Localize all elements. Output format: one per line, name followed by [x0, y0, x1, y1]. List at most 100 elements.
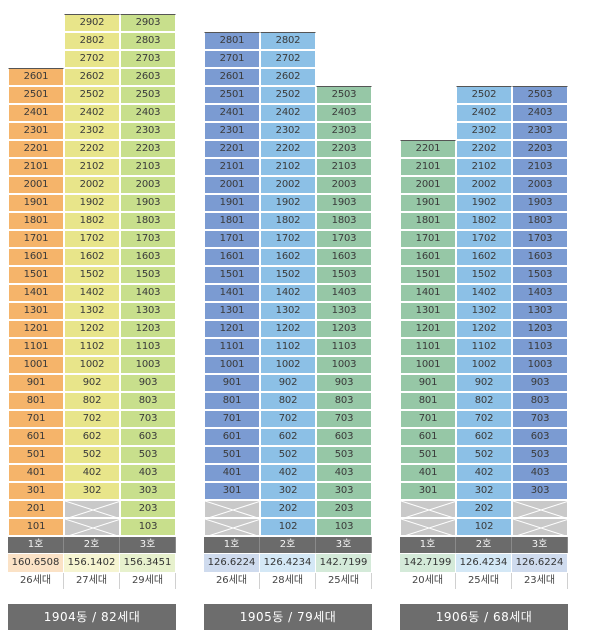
unit-cell: 1701 [8, 230, 64, 248]
ho-label: 2호 [260, 537, 316, 553]
unit-cell: 1502 [456, 266, 512, 284]
unit-cell: 1202 [456, 320, 512, 338]
cross-mark-icon [65, 519, 121, 537]
unit-cell: 102 [260, 518, 316, 536]
unit-cell: 101 [8, 518, 64, 536]
unit-cell: 303 [512, 482, 568, 500]
unit-cell: 1302 [64, 302, 120, 320]
unit-count: 28세대 [260, 573, 316, 589]
unit-cell: 603 [512, 428, 568, 446]
unit-cell: 802 [260, 392, 316, 410]
unit-cell: 2401 [204, 104, 260, 122]
unit-cell: 1201 [8, 320, 64, 338]
unit-cell: 2903 [120, 14, 176, 32]
unit-cell: 2102 [456, 158, 512, 176]
unit-cell: 402 [260, 464, 316, 482]
unit-cell: 703 [512, 410, 568, 428]
unit-cell: 1501 [8, 266, 64, 284]
area-value: 142.7199 [316, 554, 372, 572]
unit-cell: 1602 [260, 248, 316, 266]
unit-cell: 1801 [400, 212, 456, 230]
unit-cell: 202 [260, 500, 316, 518]
unit-cell: 2501 [204, 86, 260, 104]
unit-cell: 1602 [456, 248, 512, 266]
empty-unit [512, 518, 569, 537]
unit-cell: 2403 [512, 104, 568, 122]
unit-cell: 2503 [120, 86, 176, 104]
building-1904-footer: 1904동 / 82세대 [8, 604, 176, 630]
unit-cell: 1003 [316, 356, 372, 374]
unit-cell: 2702 [64, 50, 120, 68]
unit-cell: 1803 [120, 212, 176, 230]
unit-cell: 303 [120, 482, 176, 500]
area-value: 126.6224 [204, 554, 260, 572]
unit-cell: 602 [260, 428, 316, 446]
unit-cell: 1702 [456, 230, 512, 248]
unit-cell: 1001 [8, 356, 64, 374]
cross-mark-icon [65, 501, 121, 519]
unit-cell: 1901 [8, 194, 64, 212]
unit-cell: 1101 [204, 338, 260, 356]
empty-unit [400, 500, 457, 519]
unit-cell: 2802 [64, 32, 120, 50]
unit-cell: 1002 [456, 356, 512, 374]
unit-cell: 2302 [260, 122, 316, 140]
unit-cell: 603 [120, 428, 176, 446]
unit-cell: 2302 [64, 122, 120, 140]
area-value: 160.6508 [8, 554, 64, 572]
unit-cell: 803 [512, 392, 568, 410]
unit-cell: 1803 [512, 212, 568, 230]
unit-cell: 1802 [260, 212, 316, 230]
unit-cell: 2103 [120, 158, 176, 176]
unit-cell: 1601 [8, 248, 64, 266]
unit-cell: 2402 [260, 104, 316, 122]
unit-cell: 1803 [316, 212, 372, 230]
unit-cell: 402 [456, 464, 512, 482]
unit-cell: 901 [8, 374, 64, 392]
unit-cell: 2002 [260, 176, 316, 194]
unit-cell: 902 [260, 374, 316, 392]
area-value: 156.1402 [64, 554, 120, 572]
unit-cell: 1902 [64, 194, 120, 212]
unit-cell: 901 [400, 374, 456, 392]
unit-cell: 603 [316, 428, 372, 446]
unit-cell: 401 [204, 464, 260, 482]
unit-cell: 2402 [456, 104, 512, 122]
unit-cell: 1701 [204, 230, 260, 248]
unit-cell: 1602 [64, 248, 120, 266]
unit-cell: 1402 [456, 284, 512, 302]
unit-cell: 1003 [512, 356, 568, 374]
unit-cell: 1401 [8, 284, 64, 302]
unit-count: 20세대 [400, 573, 456, 589]
unit-cell: 2703 [120, 50, 176, 68]
unit-cell: 302 [260, 482, 316, 500]
empty-unit [64, 518, 121, 537]
unit-cell: 2503 [316, 86, 372, 104]
unit-cell: 701 [400, 410, 456, 428]
unit-cell: 201 [8, 500, 64, 518]
unit-cell: 1203 [512, 320, 568, 338]
unit-cell: 2402 [64, 104, 120, 122]
unit-cell: 602 [456, 428, 512, 446]
unit-cell: 902 [64, 374, 120, 392]
unit-cell: 1703 [120, 230, 176, 248]
unit-cell: 2302 [456, 122, 512, 140]
unit-cell: 2702 [260, 50, 316, 68]
area-value: 126.4234 [456, 554, 512, 572]
unit-cell: 801 [8, 392, 64, 410]
unit-cell: 1903 [120, 194, 176, 212]
unit-count: 26세대 [8, 573, 64, 589]
ho-label: 1호 [204, 537, 260, 553]
unit-cell: 403 [316, 464, 372, 482]
unit-cell: 2103 [512, 158, 568, 176]
unit-cell: 502 [260, 446, 316, 464]
unit-cell: 2502 [456, 86, 512, 104]
unit-cell: 2202 [260, 140, 316, 158]
unit-cell: 1503 [120, 266, 176, 284]
unit-cell: 1501 [400, 266, 456, 284]
unit-count: 25세대 [316, 573, 372, 589]
unit-cell: 301 [204, 482, 260, 500]
unit-cell: 1601 [400, 248, 456, 266]
unit-cell: 902 [456, 374, 512, 392]
unit-cell: 1001 [400, 356, 456, 374]
